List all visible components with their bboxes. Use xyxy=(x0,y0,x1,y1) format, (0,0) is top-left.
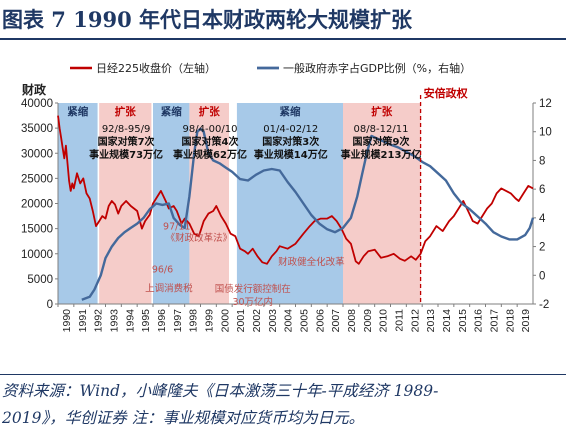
x-tick-label: 2017 xyxy=(488,309,500,333)
x-tick-label: 1998 xyxy=(188,309,200,333)
x-tick-label: 1993 xyxy=(108,309,120,333)
title-bar: 图表 7 1990 年代日本财政两轮大规模扩张 xyxy=(0,0,566,40)
x-tick-label: 2002 xyxy=(251,309,263,333)
right-tick-label: 2 xyxy=(539,242,545,254)
period-label-tight: 紧缩 xyxy=(67,105,88,118)
chart: 0500010000150002000025000300003500040000… xyxy=(21,61,552,332)
legend-nikkei-label: 日经225收盘价（左轴） xyxy=(96,61,216,75)
right-tick-label: 0 xyxy=(539,270,545,282)
stimulus-label-line: 事业规模62万亿 xyxy=(173,148,247,161)
x-tick-label: 1997 xyxy=(172,309,184,333)
x-tick-label: 2018 xyxy=(504,309,516,333)
source-line-2: 2019》，华创证券 注：事业规模对应货币均为日元。 xyxy=(2,409,365,427)
left-tick-label: 5000 xyxy=(27,274,53,286)
annotation-text: 国债发行额控制在 xyxy=(215,283,291,295)
annotation-text: 《财政改革法》 xyxy=(166,232,233,244)
left-tick-label: 10000 xyxy=(21,249,53,261)
x-tick-label: 2010 xyxy=(378,309,390,333)
x-tick-label: 2014 xyxy=(441,309,453,333)
right-tick-label: -2 xyxy=(539,299,549,311)
period-label-tight: 紧缩 xyxy=(279,105,300,118)
stimulus-box-labels: 92/8-95/9国家对策7次事业规模73万亿98/4-00/10国家对策4次事… xyxy=(89,124,421,161)
x-tick-label: 1992 xyxy=(93,309,105,333)
x-tick-label: 2016 xyxy=(473,309,485,333)
period-label-expand: 扩张 xyxy=(115,105,136,118)
x-tick-label: 2000 xyxy=(219,309,231,333)
annotation-text: 财政健全化改革 xyxy=(278,256,345,268)
x-tick-label: 2012 xyxy=(409,309,421,333)
right-tick-label: 6 xyxy=(539,184,545,196)
legend: 日经225收盘价（左轴） 一般政府赤字占GDP比例（%，右轴） xyxy=(70,61,471,75)
x-tick-label: 2006 xyxy=(314,309,326,333)
x-tick-label: 2015 xyxy=(457,309,469,333)
right-tick-label: 12 xyxy=(539,98,552,110)
left-tick-label: 0 xyxy=(47,299,53,311)
source-line-1: 资料来源：Wind，小峰隆夫《日本激荡三十年-平成经济 1989- xyxy=(2,382,439,400)
footer-rule xyxy=(0,374,566,375)
period-label-tight: 紧缩 xyxy=(161,105,182,118)
period-label-expand: 扩张 xyxy=(199,105,220,118)
left-tick-label: 15000 xyxy=(21,224,53,236)
stimulus-label-line: 国家对策4次 xyxy=(182,135,239,148)
x-tick-label: 1996 xyxy=(156,309,168,333)
stimulus-label-line: 国家对策3次 xyxy=(262,135,319,148)
x-tick-label: 2009 xyxy=(362,309,374,333)
stimulus-label-line: 事业规模73万亿 xyxy=(89,148,163,161)
axes: 0500010000150002000025000300003500040000… xyxy=(21,82,552,332)
period-labels: 紧缩 扩张 紧缩 扩张 紧缩 扩张 xyxy=(67,105,392,118)
left-tick-label: 40000 xyxy=(21,98,53,110)
stimulus-label-line: 事业规模14万亿 xyxy=(254,148,328,161)
right-tick-label: 10 xyxy=(539,127,552,139)
stimulus-label-line: 08/8-12/11 xyxy=(354,124,409,135)
legend-deficit-label: 一般政府赤字占GDP比例（%，右轴） xyxy=(283,61,471,75)
stimulus-label-line: 98/4-00/10 xyxy=(183,124,238,135)
deficit-line xyxy=(81,127,535,301)
left-tick-label: 35000 xyxy=(21,123,53,135)
period-bands xyxy=(58,103,421,304)
stimulus-label-line: 国家对策9次 xyxy=(353,135,410,148)
abe-label: 安倍政权 xyxy=(424,86,469,100)
left-tick-label: 20000 xyxy=(21,199,53,211)
x-tick-label: 1991 xyxy=(77,309,89,333)
annotation-text: 96/6 xyxy=(152,264,173,275)
source-note: 资料来源：Wind，小峰隆夫《日本激荡三十年-平成经济 1989- 2019》，… xyxy=(2,378,562,432)
x-tick-label: 2011 xyxy=(393,309,405,332)
nikkei-line xyxy=(57,115,534,265)
right-tick-label: 4 xyxy=(539,213,546,225)
x-tick-label: 2001 xyxy=(235,309,247,333)
x-tick-label: 2003 xyxy=(267,309,279,333)
left-axis-title: 财政 xyxy=(21,82,47,97)
right-tick-label: 8 xyxy=(539,155,545,167)
title-underline xyxy=(0,38,566,40)
x-tick-label: 2019 xyxy=(520,309,532,333)
series-lines xyxy=(57,115,535,301)
stimulus-label-line: 事业规模213万亿 xyxy=(341,148,422,161)
stimulus-label-line: 国家对策7次 xyxy=(98,135,155,148)
x-tick-label: 1990 xyxy=(61,309,73,333)
annotations: 安倍政权 97/11《财政改革法》 96/6 上调消费税 财政健全化改革国债发行额控制在… xyxy=(145,86,469,308)
x-tick-label: 2013 xyxy=(425,309,437,333)
period-band-expand xyxy=(99,103,152,304)
x-tick-label: 2008 xyxy=(346,309,358,333)
annotation-text: 上调消费税 xyxy=(145,282,193,294)
annotation-text: 30万亿内 xyxy=(232,296,273,308)
x-tick-label: 1994 xyxy=(124,309,136,333)
left-tick-label: 30000 xyxy=(21,148,53,160)
x-tick-label: 1999 xyxy=(203,309,215,333)
stimulus-label-line: 92/8-95/9 xyxy=(102,124,151,135)
x-tick-label: 1995 xyxy=(140,309,152,333)
left-tick-label: 25000 xyxy=(21,173,53,185)
x-tick-label: 2007 xyxy=(330,309,342,333)
period-label-expand: 扩张 xyxy=(371,105,392,118)
page-title: 图表 7 1990 年代日本财政两轮大规模扩张 xyxy=(2,7,412,32)
x-tick-label: 2004 xyxy=(283,309,295,333)
annotation-text: 97/11 xyxy=(163,222,190,233)
x-tick-label: 2005 xyxy=(298,309,310,333)
stimulus-label-line: 01/4-02/12 xyxy=(263,124,318,135)
period-band-tight xyxy=(236,103,343,304)
